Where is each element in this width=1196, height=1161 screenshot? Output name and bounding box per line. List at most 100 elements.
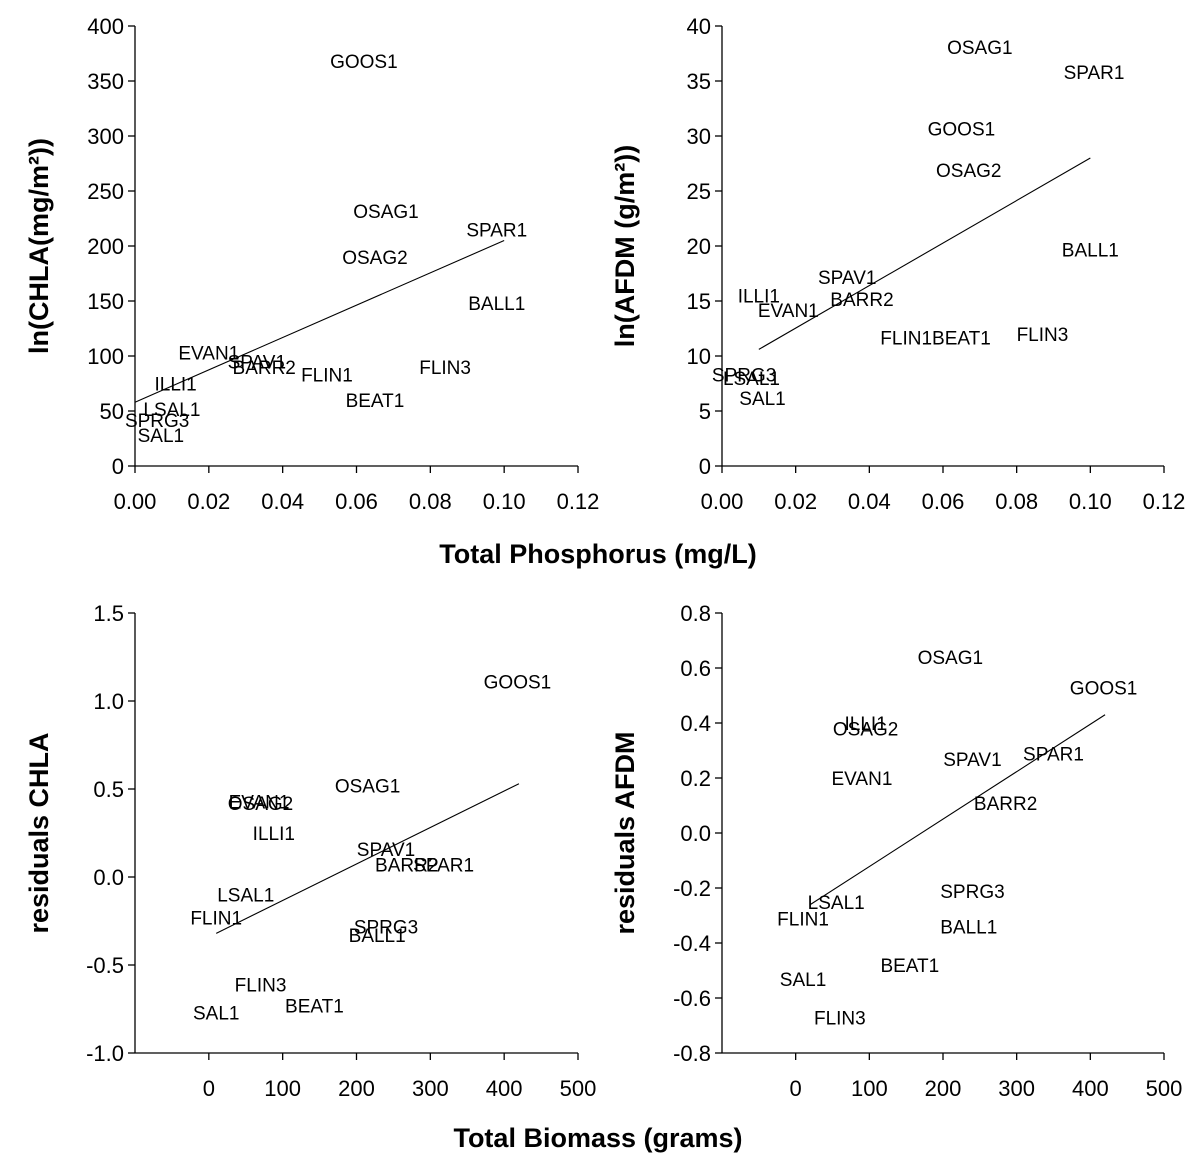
y-tick-label: 0.0 xyxy=(680,821,711,846)
x-tick-label: 500 xyxy=(560,1076,597,1101)
point-label: BEAT1 xyxy=(346,391,405,412)
point-label: SPAR1 xyxy=(1064,63,1125,84)
x-tick-label: 0 xyxy=(790,1076,802,1101)
y-tick-label: -0.5 xyxy=(86,953,124,978)
y-tick-label: 350 xyxy=(87,69,124,94)
y-axis-title: residuals CHLA xyxy=(24,732,54,933)
point-label: GOOS1 xyxy=(484,673,552,694)
row2-x-axis-title: Total Biomass (grams) xyxy=(453,1123,742,1153)
point-label: FLIN3 xyxy=(419,358,471,379)
x-tick-label: 0.02 xyxy=(187,489,230,514)
point-label: SAL1 xyxy=(780,970,826,991)
x-tick-label: 0.00 xyxy=(701,489,744,514)
x-tick-label: 100 xyxy=(264,1076,301,1101)
point-label: LSAL1 xyxy=(217,886,274,907)
y-tick-label: 0 xyxy=(699,454,711,479)
x-tick-label: 0.10 xyxy=(1069,489,1112,514)
y-axis-title: ln(CHLA(mg/m²)) xyxy=(24,138,54,354)
point-label: FLIN1 xyxy=(880,328,932,349)
y-tick-label: 0.5 xyxy=(93,777,124,802)
point-label: EVAN1 xyxy=(758,301,819,322)
y-tick-label: 1.0 xyxy=(93,689,124,714)
y-tick-label: 200 xyxy=(87,234,124,259)
point-label: SPAV1 xyxy=(818,268,876,289)
point-label: SPAV1 xyxy=(228,353,286,374)
point-label: BARR2 xyxy=(233,358,296,379)
x-tick-label: 0.06 xyxy=(335,489,378,514)
x-tick-label: 200 xyxy=(925,1076,962,1101)
point-label: EVAN1 xyxy=(229,792,290,813)
y-tick-label: 100 xyxy=(87,344,124,369)
point-label: FLIN1 xyxy=(190,908,242,929)
point-label: BARR2 xyxy=(974,794,1037,815)
y-tick-label: 0.8 xyxy=(680,601,711,626)
x-tick-label: 0.04 xyxy=(261,489,304,514)
point-label: SPAV1 xyxy=(357,840,415,861)
y-tick-label: 0.2 xyxy=(680,766,711,791)
y-tick-label: -0.2 xyxy=(673,876,711,901)
x-tick-label: 100 xyxy=(851,1076,888,1101)
x-tick-label: 0 xyxy=(203,1076,215,1101)
x-tick-label: 0.12 xyxy=(1143,489,1186,514)
point-label: OSAG1 xyxy=(947,38,1012,59)
y-tick-label: 150 xyxy=(87,289,124,314)
point-label: ILLI1 xyxy=(845,714,887,735)
point-label: OSAG2 xyxy=(228,794,293,815)
point-label: ILLI1 xyxy=(253,824,295,845)
x-tick-label: 0.06 xyxy=(922,489,965,514)
point-label: EVAN1 xyxy=(832,769,893,790)
point-label: SPAV1 xyxy=(943,750,1001,771)
point-label: LSAL1 xyxy=(143,400,200,421)
regression-line xyxy=(215,783,520,934)
y-tick-label: 5 xyxy=(699,399,711,424)
point-label: EVAN1 xyxy=(178,344,239,365)
point-label: SPRG3 xyxy=(712,366,776,387)
x-tick-label: 0.00 xyxy=(114,489,157,514)
point-label: OSAG1 xyxy=(918,648,983,669)
y-tick-label: -0.6 xyxy=(673,986,711,1011)
point-label: SPRG3 xyxy=(125,411,189,432)
row1-x-axis-title: Total Phosphorus (mg/L) xyxy=(439,539,756,569)
point-label: BARR2 xyxy=(375,856,438,877)
point-label: SAL1 xyxy=(739,389,785,410)
point-label: SPRG3 xyxy=(940,882,1004,903)
point-label: BALL1 xyxy=(1062,240,1119,261)
x-tick-label: 500 xyxy=(1146,1076,1183,1101)
x-tick-label: 0.04 xyxy=(848,489,891,514)
x-tick-label: 300 xyxy=(412,1076,449,1101)
point-label: BEAT1 xyxy=(285,996,344,1017)
point-label: GOOS1 xyxy=(330,52,398,73)
point-label: SPRG3 xyxy=(354,917,418,938)
y-tick-label: -0.4 xyxy=(673,931,711,956)
x-tick-label: 200 xyxy=(338,1076,375,1101)
x-tick-label: 300 xyxy=(998,1076,1035,1101)
y-tick-label: 250 xyxy=(87,179,124,204)
point-label: BALL1 xyxy=(468,294,525,315)
y-tick-label: 30 xyxy=(687,124,711,149)
y-tick-label: 40 xyxy=(687,14,711,39)
x-tick-label: 400 xyxy=(1072,1076,1109,1101)
point-label: OSAG2 xyxy=(833,720,898,741)
point-label: BARR2 xyxy=(830,290,893,311)
point-label: OSAG1 xyxy=(335,776,400,797)
point-label: OSAG2 xyxy=(342,248,407,269)
chart-panel-4: -0.8 -0.6 -0.4 -0.2 0.0 0.2 0.4 0.6 0.8 0 100 200 30… xyxy=(610,601,1182,1101)
point-label: FLIN1 xyxy=(301,366,353,387)
point-label: SAL1 xyxy=(138,426,184,447)
x-tick-label: 0.10 xyxy=(483,489,526,514)
chart-panel-1: 0 50 100 150 200 250 300 350 400 0.00 0.02 0.04 0.06… xyxy=(24,14,599,514)
point-label: FLIN1 xyxy=(777,909,829,930)
regression-line xyxy=(758,157,1091,350)
y-axis-title: ln(AFDM (g/m²)) xyxy=(610,145,640,347)
x-tick-label: 0.08 xyxy=(995,489,1038,514)
chart-panel-3: -1.0 -0.5 0.0 0.5 1.0 1.5 0 100 200 300 400 500 GOOS… xyxy=(24,601,596,1101)
y-tick-label: 0.0 xyxy=(93,865,124,890)
y-tick-label: 50 xyxy=(100,399,124,424)
point-label: GOOS1 xyxy=(928,119,996,140)
point-label: ILLI1 xyxy=(738,287,780,308)
point-label: FLIN3 xyxy=(814,1008,866,1029)
point-label: BEAT1 xyxy=(880,956,939,977)
point-label: OSAG2 xyxy=(936,161,1001,182)
y-tick-label: 400 xyxy=(87,14,124,39)
